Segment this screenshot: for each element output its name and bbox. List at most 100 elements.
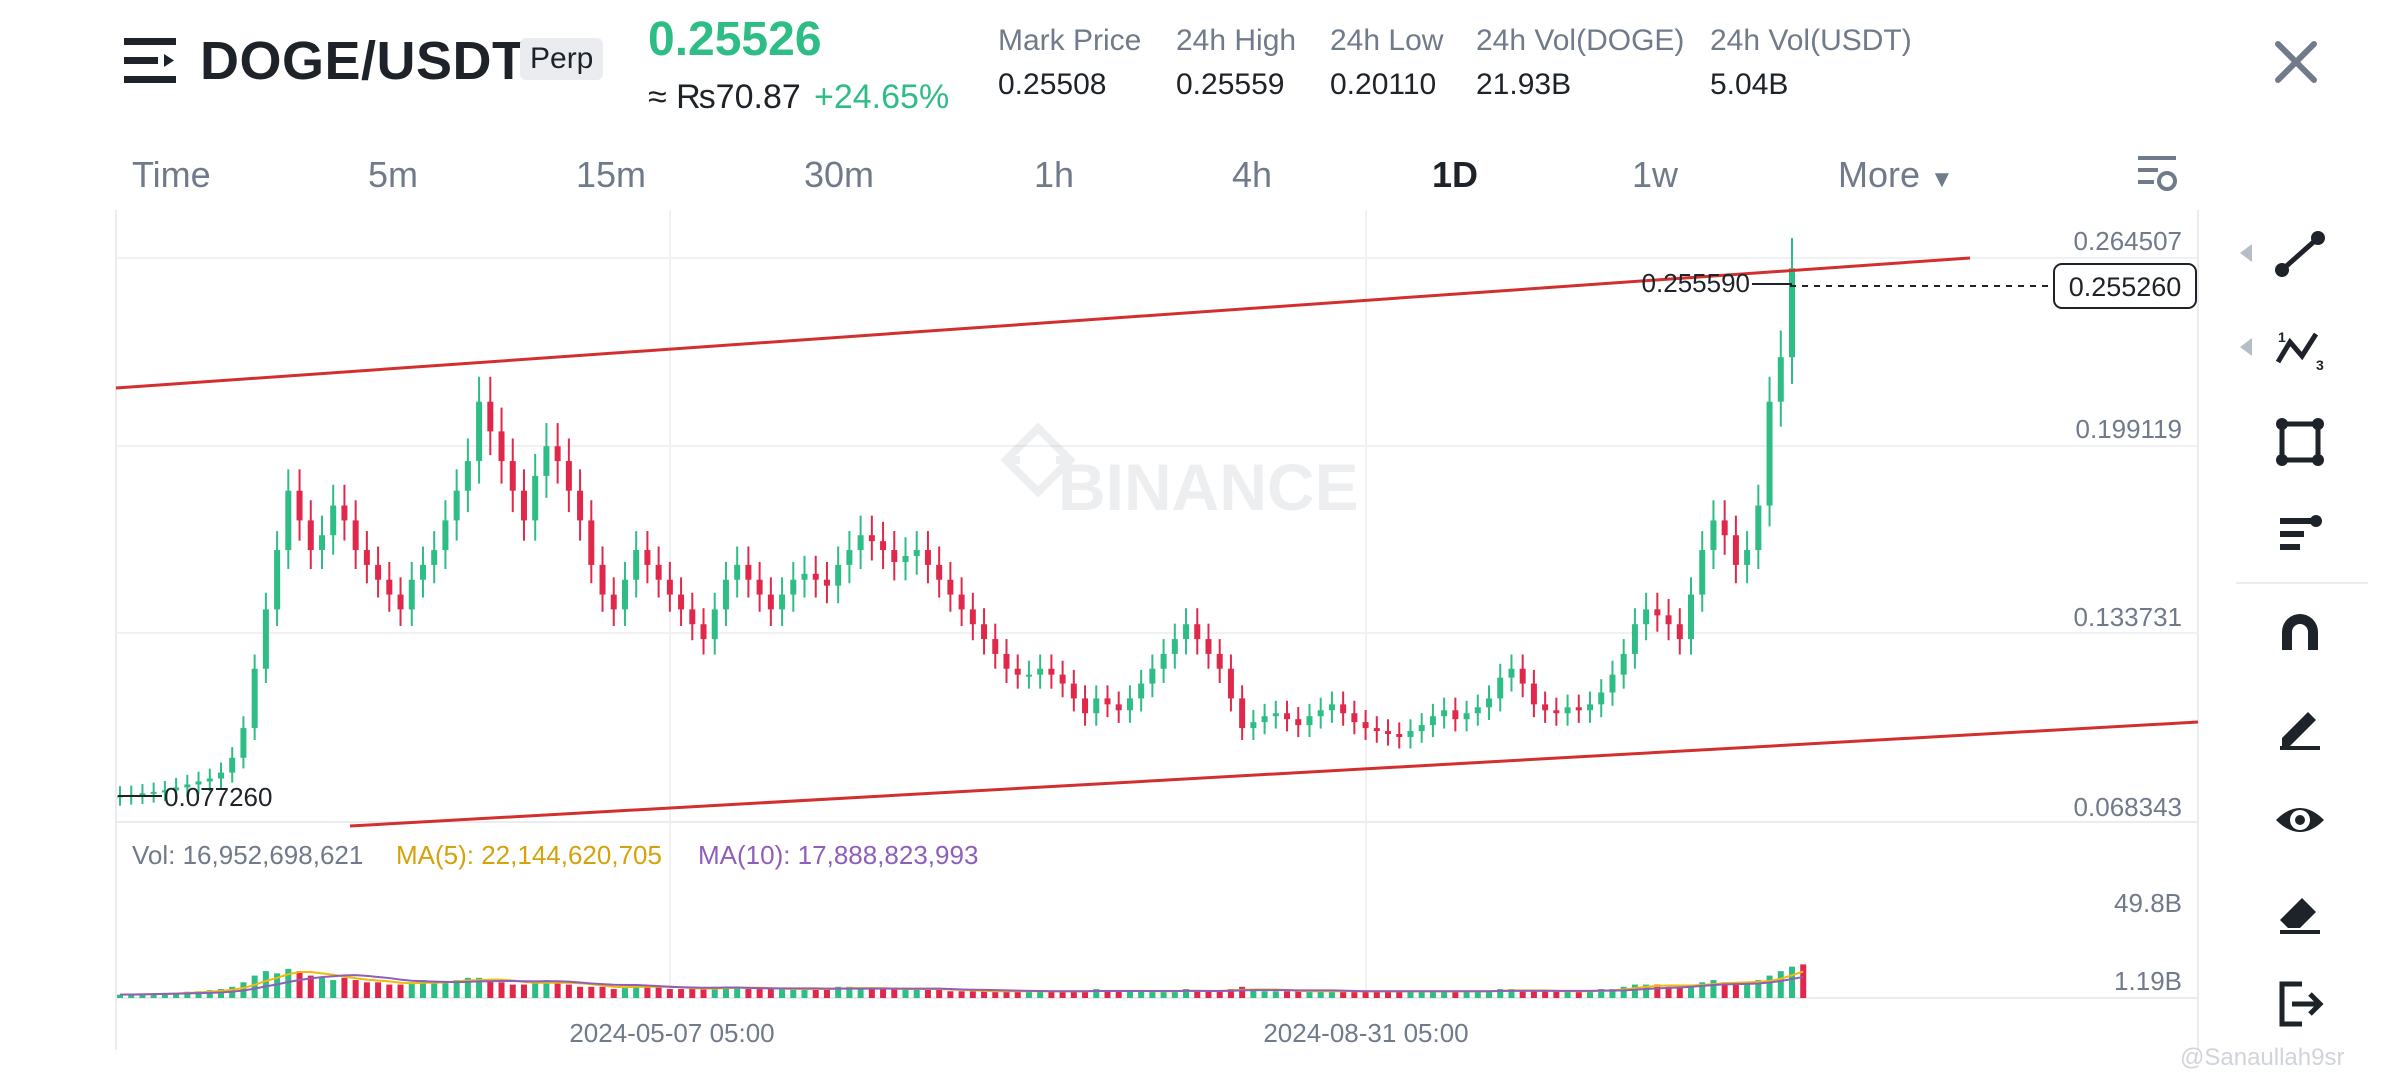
candle-body — [442, 520, 449, 551]
tab-time[interactable]: Time — [132, 154, 211, 195]
volume-bar — [599, 986, 606, 998]
volume-bar — [1620, 986, 1627, 998]
svg-text:1: 1 — [2278, 329, 2286, 345]
volume-bar — [1407, 991, 1414, 998]
tab-1h[interactable]: 1h — [1034, 154, 1075, 195]
candle-body — [386, 579, 393, 595]
volume-bar — [1070, 991, 1077, 998]
candle-body — [588, 520, 595, 565]
chart-settings-icon[interactable] — [2136, 152, 2178, 194]
candle-body — [1598, 692, 1605, 705]
close-icon[interactable] — [2268, 34, 2324, 90]
volume-bar — [341, 977, 348, 998]
candle-body — [1755, 505, 1762, 551]
high-24h-label: 24h High — [1176, 24, 1297, 57]
candle-body — [700, 624, 707, 640]
expand-arrow-icon[interactable] — [2240, 244, 2252, 262]
pair-symbol[interactable]: DOGE/USDT — [200, 31, 526, 91]
candle-body — [1351, 713, 1358, 723]
trendline-icon[interactable] — [2272, 226, 2328, 282]
candle-body — [206, 778, 213, 782]
candle-body — [1486, 698, 1493, 708]
volume-bar — [880, 989, 887, 998]
tab-15m[interactable]: 15m — [576, 154, 647, 195]
shape-icon[interactable] — [2272, 414, 2328, 470]
candle-body — [330, 505, 337, 536]
candle-body — [1014, 668, 1021, 675]
candle-body — [868, 535, 875, 542]
volume-bar — [868, 989, 875, 998]
expand-arrow-icon[interactable] — [2240, 338, 2252, 356]
wave-icon[interactable]: 1 3 — [2272, 322, 2328, 378]
volume-bar — [1284, 991, 1291, 998]
tab-30m[interactable]: 30m — [804, 154, 875, 195]
volume-bar — [823, 989, 830, 998]
volume-bar — [1306, 991, 1313, 998]
volume-bar — [1800, 964, 1807, 998]
candle-body — [1328, 704, 1335, 711]
candle-body — [1093, 698, 1100, 714]
volume-legend-vol: Vol: 16,952,698,621 — [132, 840, 363, 870]
candle-body — [341, 505, 348, 521]
tab-1w[interactable]: 1w — [1632, 154, 1679, 195]
candle-body — [1777, 357, 1784, 402]
candle-body — [1003, 653, 1010, 669]
volume-bar — [352, 980, 359, 998]
candle-body — [1272, 713, 1279, 717]
volume-bar — [1789, 966, 1795, 998]
volume-legend-ma5: MA(5): 22,144,620,705 — [396, 840, 662, 870]
volume-bar — [1093, 989, 1100, 998]
candle-body — [1620, 653, 1627, 675]
candle-body — [812, 573, 819, 580]
volume-bar — [1104, 991, 1111, 998]
candle-body — [1688, 594, 1695, 640]
candle-body — [217, 772, 224, 779]
candle-body — [981, 624, 988, 640]
volume-bar — [1486, 991, 1493, 998]
candle-body — [1631, 624, 1638, 654]
candle-body — [1183, 624, 1190, 640]
volume-bar — [1048, 991, 1055, 998]
candle-body — [532, 475, 539, 521]
volume-bar — [666, 989, 673, 998]
tab-more[interactable]: More ▼ — [1838, 154, 1954, 196]
volume-bar — [1194, 991, 1201, 998]
tab-5m[interactable]: 5m — [368, 154, 419, 195]
candle-body — [1441, 710, 1448, 717]
candle-body — [307, 520, 314, 551]
magnet-icon[interactable] — [2272, 606, 2328, 662]
tab-4h[interactable]: 4h — [1232, 154, 1273, 195]
candle-body — [464, 461, 471, 491]
eye-icon[interactable] — [2272, 792, 2328, 848]
candle-body — [1665, 615, 1672, 625]
volume-bar — [1777, 971, 1784, 998]
price-tick-0: 0.264507 — [2074, 226, 2182, 256]
volume-bar — [442, 982, 449, 998]
candle-body — [790, 579, 797, 595]
candle-body — [554, 446, 561, 462]
channel-trendline[interactable] — [115, 256, 1971, 390]
mark-price-label: Mark Price — [998, 24, 1142, 57]
tab-1d[interactable]: 1D — [1432, 154, 1479, 195]
candle-body — [1037, 668, 1044, 675]
candle-body — [274, 550, 281, 610]
pencil-icon[interactable] — [2272, 698, 2328, 754]
fib-icon[interactable] — [2272, 506, 2328, 562]
volume-bar — [1474, 991, 1481, 998]
candle-body — [1542, 704, 1549, 711]
menu-icon[interactable] — [124, 36, 176, 84]
volume-bar — [992, 991, 999, 998]
candle-body — [1059, 674, 1066, 684]
candle-body — [577, 490, 584, 521]
eraser-icon[interactable] — [2272, 884, 2328, 940]
vol-usdt-label: 24h Vol(USDT) — [1710, 24, 1912, 57]
exit-icon[interactable] — [2272, 976, 2328, 1032]
volume-bar — [1542, 991, 1549, 998]
volume-bar — [251, 975, 258, 998]
candle-body — [161, 790, 168, 793]
volume-bar — [318, 977, 325, 998]
high-24h-value: 0.25559 — [1176, 68, 1285, 101]
channel-trendline[interactable] — [349, 720, 2199, 828]
ma10-line — [119, 974, 1804, 996]
